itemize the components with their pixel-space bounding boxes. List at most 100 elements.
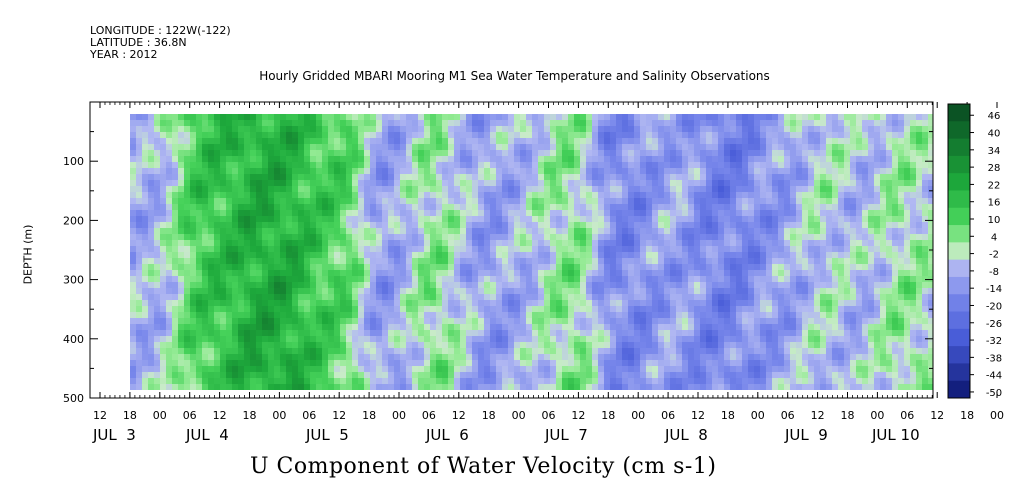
- heatmap-cell: [130, 288, 137, 295]
- heatmap-cell: [166, 168, 173, 175]
- heatmap-cell: [640, 222, 647, 229]
- heatmap-cell: [130, 270, 137, 277]
- heatmap-cell: [568, 276, 575, 283]
- heatmap-cell: [808, 210, 815, 217]
- heatmap-cell: [550, 168, 557, 175]
- heatmap-cell: [196, 150, 203, 157]
- heatmap-cell: [424, 222, 431, 229]
- heatmap-cell: [274, 204, 281, 211]
- heatmap-cell: [202, 312, 209, 319]
- heatmap-cell: [310, 240, 317, 247]
- heatmap-cell: [388, 132, 395, 139]
- heatmap-cell: [658, 318, 665, 325]
- heatmap-cell: [688, 216, 695, 223]
- heatmap-cell: [436, 282, 443, 289]
- heatmap-cell: [772, 174, 779, 181]
- heatmap-cell: [202, 126, 209, 133]
- heatmap-cell: [844, 150, 851, 157]
- heatmap-cell: [196, 318, 203, 325]
- heatmap-cell: [754, 180, 761, 187]
- heatmap-cell: [826, 198, 833, 205]
- heatmap-cell: [412, 114, 419, 121]
- heatmap-cell: [910, 216, 917, 223]
- heatmap-cell: [856, 192, 863, 199]
- heatmap-cell: [316, 168, 323, 175]
- heatmap-cell: [748, 288, 755, 295]
- heatmap-cell: [220, 324, 227, 331]
- heatmap-cell: [556, 120, 563, 127]
- heatmap-cell: [556, 156, 563, 163]
- heatmap-cell: [604, 258, 611, 265]
- heatmap-cell: [664, 282, 671, 289]
- heatmap-cell: [880, 198, 887, 205]
- heatmap-cell: [790, 246, 797, 253]
- heatmap-cell: [892, 270, 899, 277]
- heatmap-cell: [766, 162, 773, 169]
- heatmap-cell: [514, 270, 521, 277]
- heatmap-cell: [232, 216, 239, 223]
- heatmap-cell: [580, 330, 587, 337]
- heatmap-cell: [280, 270, 287, 277]
- heatmap-cell: [904, 120, 911, 127]
- heatmap-cell: [298, 162, 305, 169]
- heatmap-cell: [448, 246, 455, 253]
- heatmap-cell: [136, 222, 143, 229]
- heatmap-cell: [442, 204, 449, 211]
- heatmap-cell: [526, 306, 533, 313]
- heatmap-cell: [520, 318, 527, 325]
- heatmap-cell: [640, 312, 647, 319]
- heatmap-cell: [130, 186, 137, 193]
- heatmap-cell: [328, 192, 335, 199]
- heatmap-cell: [532, 276, 539, 283]
- heatmap-cell: [760, 138, 767, 145]
- heatmap-cell: [598, 312, 605, 319]
- heatmap-cell: [292, 150, 299, 157]
- heatmap-cell: [322, 192, 329, 199]
- heatmap-cell: [688, 132, 695, 139]
- heatmap-cell: [430, 138, 437, 145]
- heatmap-cell: [244, 258, 251, 265]
- heatmap-cell: [454, 246, 461, 253]
- heatmap-cell: [682, 276, 689, 283]
- heatmap-cell: [856, 216, 863, 223]
- heatmap-cell: [334, 186, 341, 193]
- heatmap-cell: [160, 210, 167, 217]
- heatmap-cell: [754, 120, 761, 127]
- heatmap-cell: [334, 246, 341, 253]
- heatmap-cell: [532, 222, 539, 229]
- heatmap-cell: [874, 150, 881, 157]
- heatmap-cell: [436, 138, 443, 145]
- heatmap-cell: [448, 294, 455, 301]
- heatmap-cell: [544, 276, 551, 283]
- heatmap-cell: [166, 162, 173, 169]
- heatmap-cell: [334, 138, 341, 145]
- heatmap-cell: [418, 252, 425, 259]
- heatmap-cell: [538, 120, 545, 127]
- heatmap-cell: [916, 288, 923, 295]
- heatmap-cell: [898, 324, 905, 331]
- heatmap-cell: [142, 324, 149, 331]
- heatmap-cell: [268, 144, 275, 151]
- heatmap-cell: [376, 192, 383, 199]
- heatmap-cell: [316, 132, 323, 139]
- heatmap-cell: [652, 210, 659, 217]
- heatmap-cell: [922, 120, 929, 127]
- heatmap-cell: [334, 144, 341, 151]
- heatmap-cell: [646, 312, 653, 319]
- heatmap-cell: [628, 228, 635, 235]
- heatmap-cell: [292, 288, 299, 295]
- heatmap-cell: [220, 276, 227, 283]
- heatmap-cell: [532, 180, 539, 187]
- heatmap-cell: [712, 114, 719, 121]
- heatmap-cell: [238, 156, 245, 163]
- heatmap-cell: [190, 204, 197, 211]
- heatmap-cell: [922, 198, 929, 205]
- heatmap-cell: [814, 234, 821, 241]
- heatmap-cell: [256, 252, 263, 259]
- heatmap-cell: [676, 318, 683, 325]
- heatmap-cell: [406, 312, 413, 319]
- heatmap-cell: [892, 288, 899, 295]
- heatmap-cell: [856, 132, 863, 139]
- heatmap-cell: [814, 240, 821, 247]
- heatmap-cell: [862, 126, 869, 133]
